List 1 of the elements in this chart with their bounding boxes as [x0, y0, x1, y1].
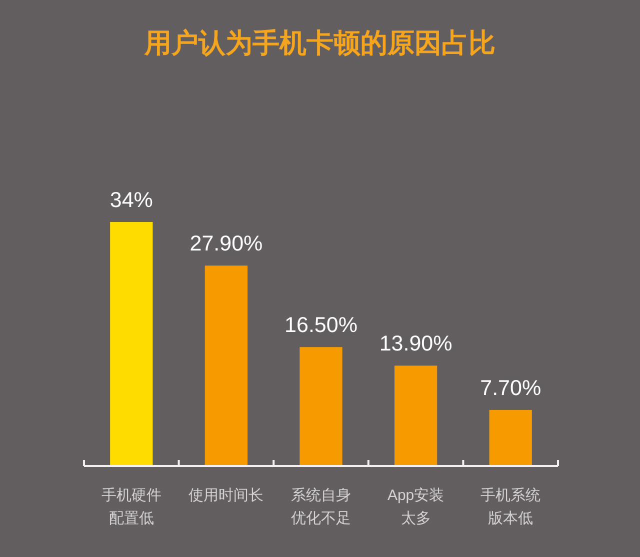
title: 用户认为手机卡顿的原因占比 — [144, 28, 496, 58]
